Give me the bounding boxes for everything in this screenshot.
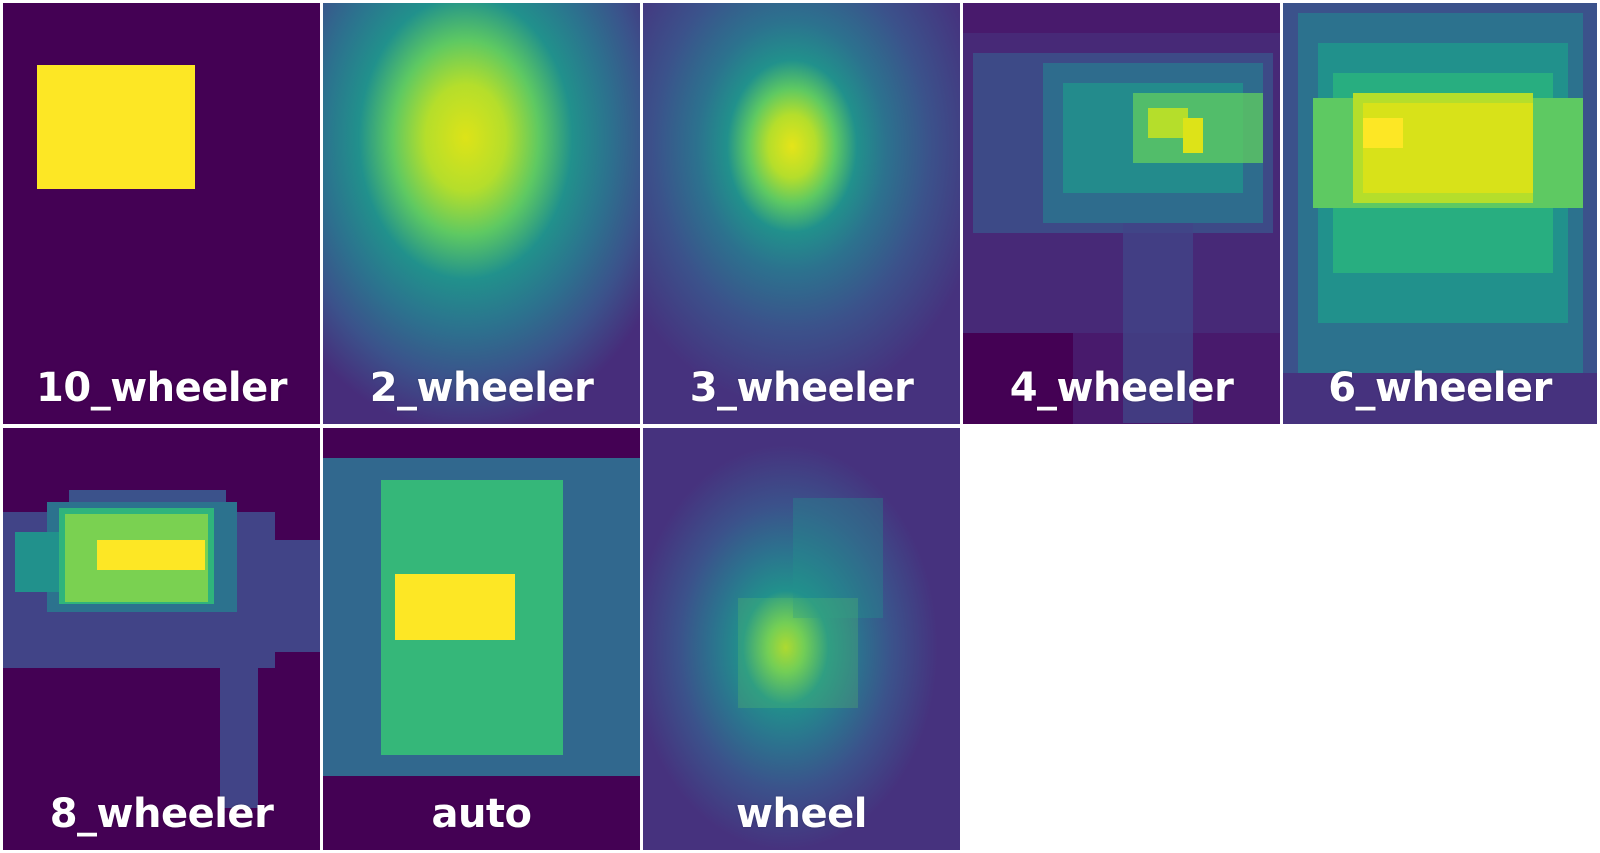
heatmap-8-wheeler [3,428,320,850]
heatmap-wheel [643,428,960,850]
heatmap-panel-10-wheeler: 10_wheeler [3,3,320,424]
heatmap-6-wheeler [1283,3,1597,424]
heatmap-panel-6-wheeler: 6_wheeler [1283,3,1597,424]
heatmap-3-wheeler [643,3,960,424]
heatmap-panel-3-wheeler: 3_wheeler [643,3,960,424]
panel-label: 8_wheeler [49,791,274,837]
heatmap-panel-auto: auto [323,428,640,850]
heatmap-panel-2-wheeler: 2_wheeler [323,3,640,424]
heatmap-10-wheeler [3,3,320,424]
heatmap-auto [323,428,640,850]
heatmap-panel-4-wheeler: 4_wheeler [963,3,1280,424]
heatmap-panel-8-wheeler: 8_wheeler [3,428,320,850]
heatmap-2-wheeler [323,3,640,424]
panel-label: 6_wheeler [1328,365,1552,411]
heatmap-4-wheeler [963,3,1280,424]
panel-label: 3_wheeler [689,365,914,411]
panel-label: 4_wheeler [1009,365,1234,411]
panel-label: wheel [736,791,867,837]
panel-label: auto [431,791,532,837]
heatmap-panel-wheel: wheel [643,428,960,850]
panel-label: 2_wheeler [369,365,594,411]
panel-label: 10_wheeler [36,365,287,411]
